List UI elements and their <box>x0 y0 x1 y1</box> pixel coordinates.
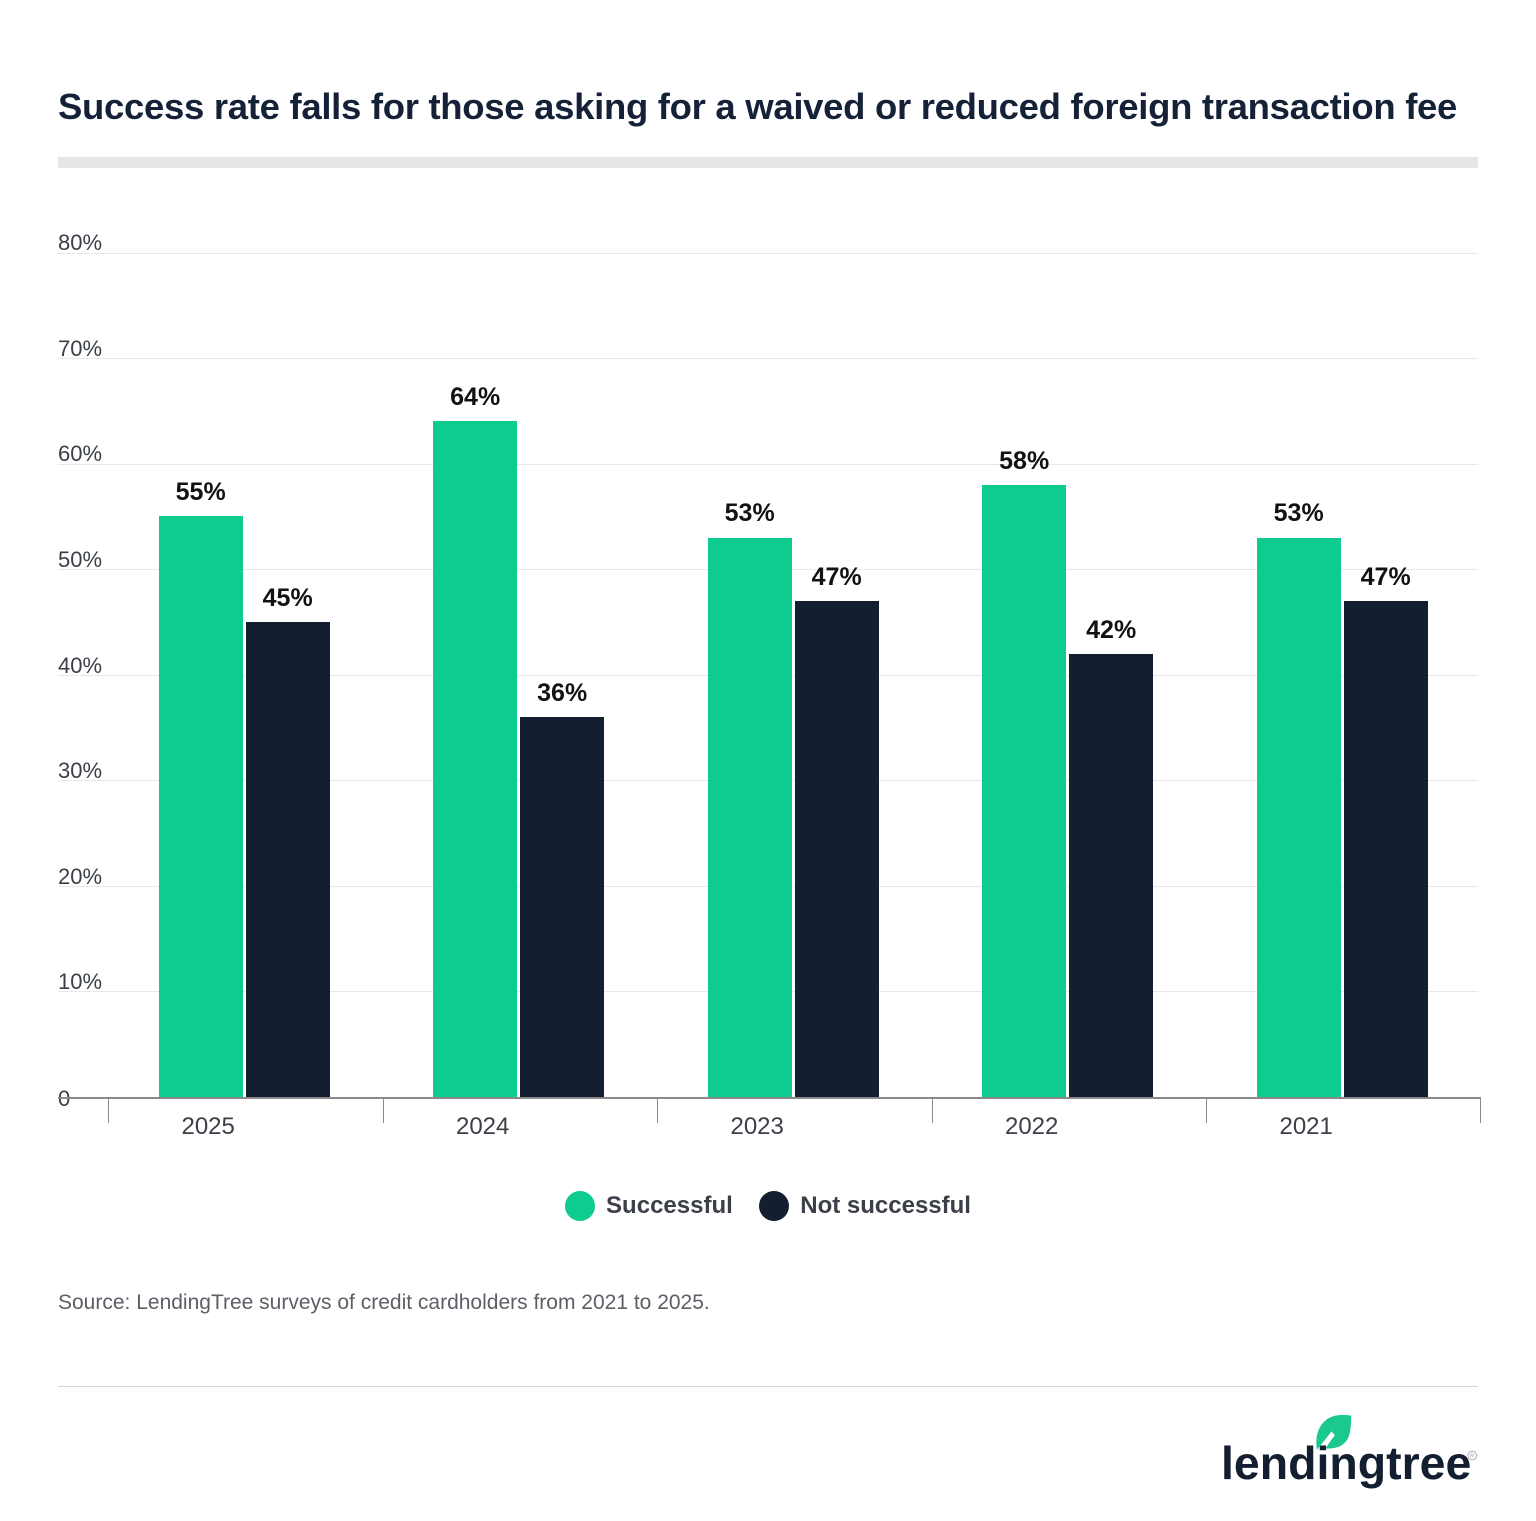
svg-text:R: R <box>1470 1453 1474 1459</box>
svg-text:lendingtree: lendingtree <box>1221 1437 1471 1489</box>
